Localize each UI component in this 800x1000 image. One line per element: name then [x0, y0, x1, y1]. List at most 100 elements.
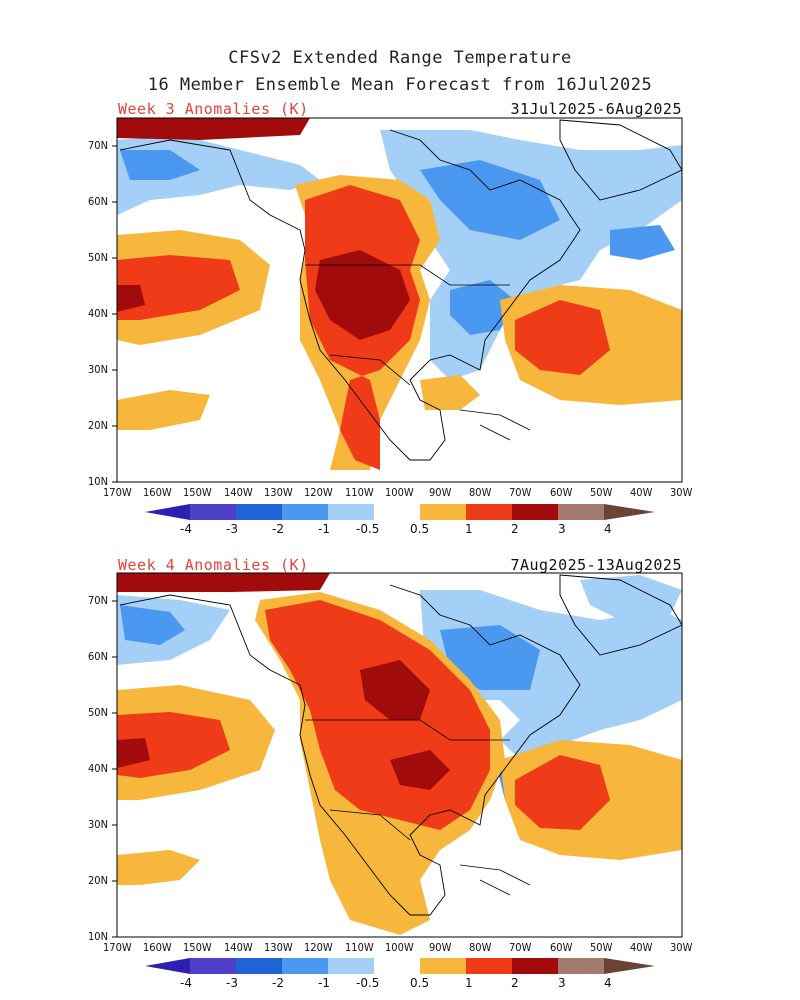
us-mexico-border	[329, 809, 411, 841]
colorbar-label: -3	[226, 522, 238, 536]
colorbar-swatch	[282, 958, 328, 974]
week3-lon-label: 50W	[590, 486, 613, 499]
warm-anomaly-west-max	[315, 250, 410, 340]
colorbar-swatch	[420, 958, 466, 974]
week4-lon-label: 170W	[103, 941, 132, 954]
week3-lon-label: 120W	[304, 486, 333, 499]
warm-anomaly-atlantic-core	[515, 300, 610, 375]
week4-lon-label: 60W	[550, 941, 573, 954]
week3-lon-label: 100W	[385, 486, 414, 499]
week4-lat-label: 70N	[88, 594, 108, 607]
warm-anomaly-pacific-core	[117, 712, 230, 778]
week3-lon-label: 130W	[264, 486, 293, 499]
week4-lon-label: 120W	[304, 941, 333, 954]
colorbar-label: 2	[511, 976, 519, 990]
warm-anomaly-subtropical	[117, 390, 210, 430]
week3-lat-label: 10N	[88, 475, 108, 488]
colorbar-swatch	[282, 504, 328, 520]
week3-lat-label: 60N	[88, 195, 108, 208]
colorbar-swatch	[374, 958, 420, 974]
warm-anomaly-pacific-core	[117, 255, 240, 320]
colorbar-label: 1	[465, 976, 473, 990]
week4-lon-label: 150W	[183, 941, 212, 954]
colorbar-label: 0.5	[410, 976, 430, 990]
week3-lon-label: 40W	[630, 486, 653, 499]
colorbar-label: -4	[180, 522, 192, 536]
week4-lat-label: 40N	[88, 762, 108, 775]
colorbar-swatch	[328, 504, 374, 520]
colorbar-label: -2	[272, 522, 284, 536]
cool-anomaly-alaska	[120, 150, 200, 180]
colorbar-label: -4	[180, 976, 192, 990]
week3-map-frame	[116, 117, 683, 483]
colorbar-swatch	[466, 958, 512, 974]
week3-lon-label: 110W	[345, 486, 374, 499]
colorbar-arrow-low	[145, 504, 190, 520]
colorbar-label: 3	[558, 522, 566, 536]
week4-lat-label: 20N	[88, 874, 108, 887]
colorbar-arrow-low	[145, 958, 190, 974]
colorbar-swatch	[190, 504, 236, 520]
warm-anomaly-canada-max	[360, 660, 430, 720]
warm-anomaly-pacific-max	[117, 285, 145, 312]
week3-lat-label: 70N	[88, 139, 108, 152]
week4-lon-label: 130W	[264, 941, 293, 954]
colorbar-arrow-high	[604, 958, 655, 974]
week4-lon-label: 70W	[509, 941, 532, 954]
colorbar-swatch	[374, 504, 420, 520]
week4-lon-label: 80W	[469, 941, 492, 954]
colorbar-swatch	[512, 958, 558, 974]
week4-title: Week 4 Anomalies (K)	[118, 556, 309, 574]
coastline-north-america	[119, 584, 581, 916]
us-canada-border	[305, 719, 510, 741]
coastline-greenland	[559, 574, 682, 656]
colorbar-swatch	[558, 504, 604, 520]
colorbar-swatch	[558, 958, 604, 974]
week3-lat-label: 50N	[88, 251, 108, 264]
colorbar-arrow-high	[604, 504, 655, 520]
week3-lon-label: 80W	[469, 486, 492, 499]
colorbar-label: 4	[604, 522, 612, 536]
cool-anomaly-greenland	[580, 575, 682, 620]
colorbar-swatch	[466, 504, 512, 520]
week4-lon-label: 40W	[630, 941, 653, 954]
colorbar-swatch	[190, 958, 236, 974]
cool-anomaly-hudson	[420, 160, 560, 240]
cool-anomaly-alaska-core	[120, 605, 185, 645]
warm-anomaly-plains-max	[390, 750, 450, 790]
week3-lat-label: 30N	[88, 363, 108, 376]
warm-anomaly-subtropical	[117, 850, 200, 885]
week4-lon-label: 50W	[590, 941, 613, 954]
week4-lat-label: 10N	[88, 930, 108, 943]
warm-anomaly-atlantic-core	[515, 755, 610, 830]
colorbar-label: -0.5	[356, 976, 380, 990]
colorbar-label: 2	[511, 522, 519, 536]
colorbar-label: -2	[272, 976, 284, 990]
colorbar-label: 4	[604, 976, 612, 990]
coastline-north-america	[119, 129, 581, 461]
warm-anomaly-gulf	[420, 375, 480, 410]
colorbar-label: -3	[226, 976, 238, 990]
colorbar-label: -1	[318, 976, 330, 990]
colorbar-label: 3	[558, 976, 566, 990]
main-title-line1: CFSv2 Extended Range Temperature	[228, 48, 572, 68]
warm-anomaly-pacific-max	[117, 738, 150, 768]
week3-lat-label: 20N	[88, 419, 108, 432]
coastline-greenland	[559, 119, 682, 201]
week3-lon-label: 70W	[509, 486, 532, 499]
colorbar-swatch	[512, 504, 558, 520]
week3-lon-label: 140W	[224, 486, 253, 499]
week3-dates: 31Jul2025-6Aug2025	[510, 100, 682, 118]
week4-lat-label: 30N	[88, 818, 108, 831]
colorbar-swatch	[328, 958, 374, 974]
colorbar-swatch	[236, 958, 282, 974]
main-title-line2: 16 Member Ensemble Mean Forecast from 16…	[147, 75, 653, 95]
week4-lat-label: 50N	[88, 706, 108, 719]
colorbar-swatch	[420, 504, 466, 520]
us-canada-border	[305, 264, 510, 286]
week4-lon-label: 100W	[385, 941, 414, 954]
warm-anomaly-arctic	[117, 118, 310, 140]
